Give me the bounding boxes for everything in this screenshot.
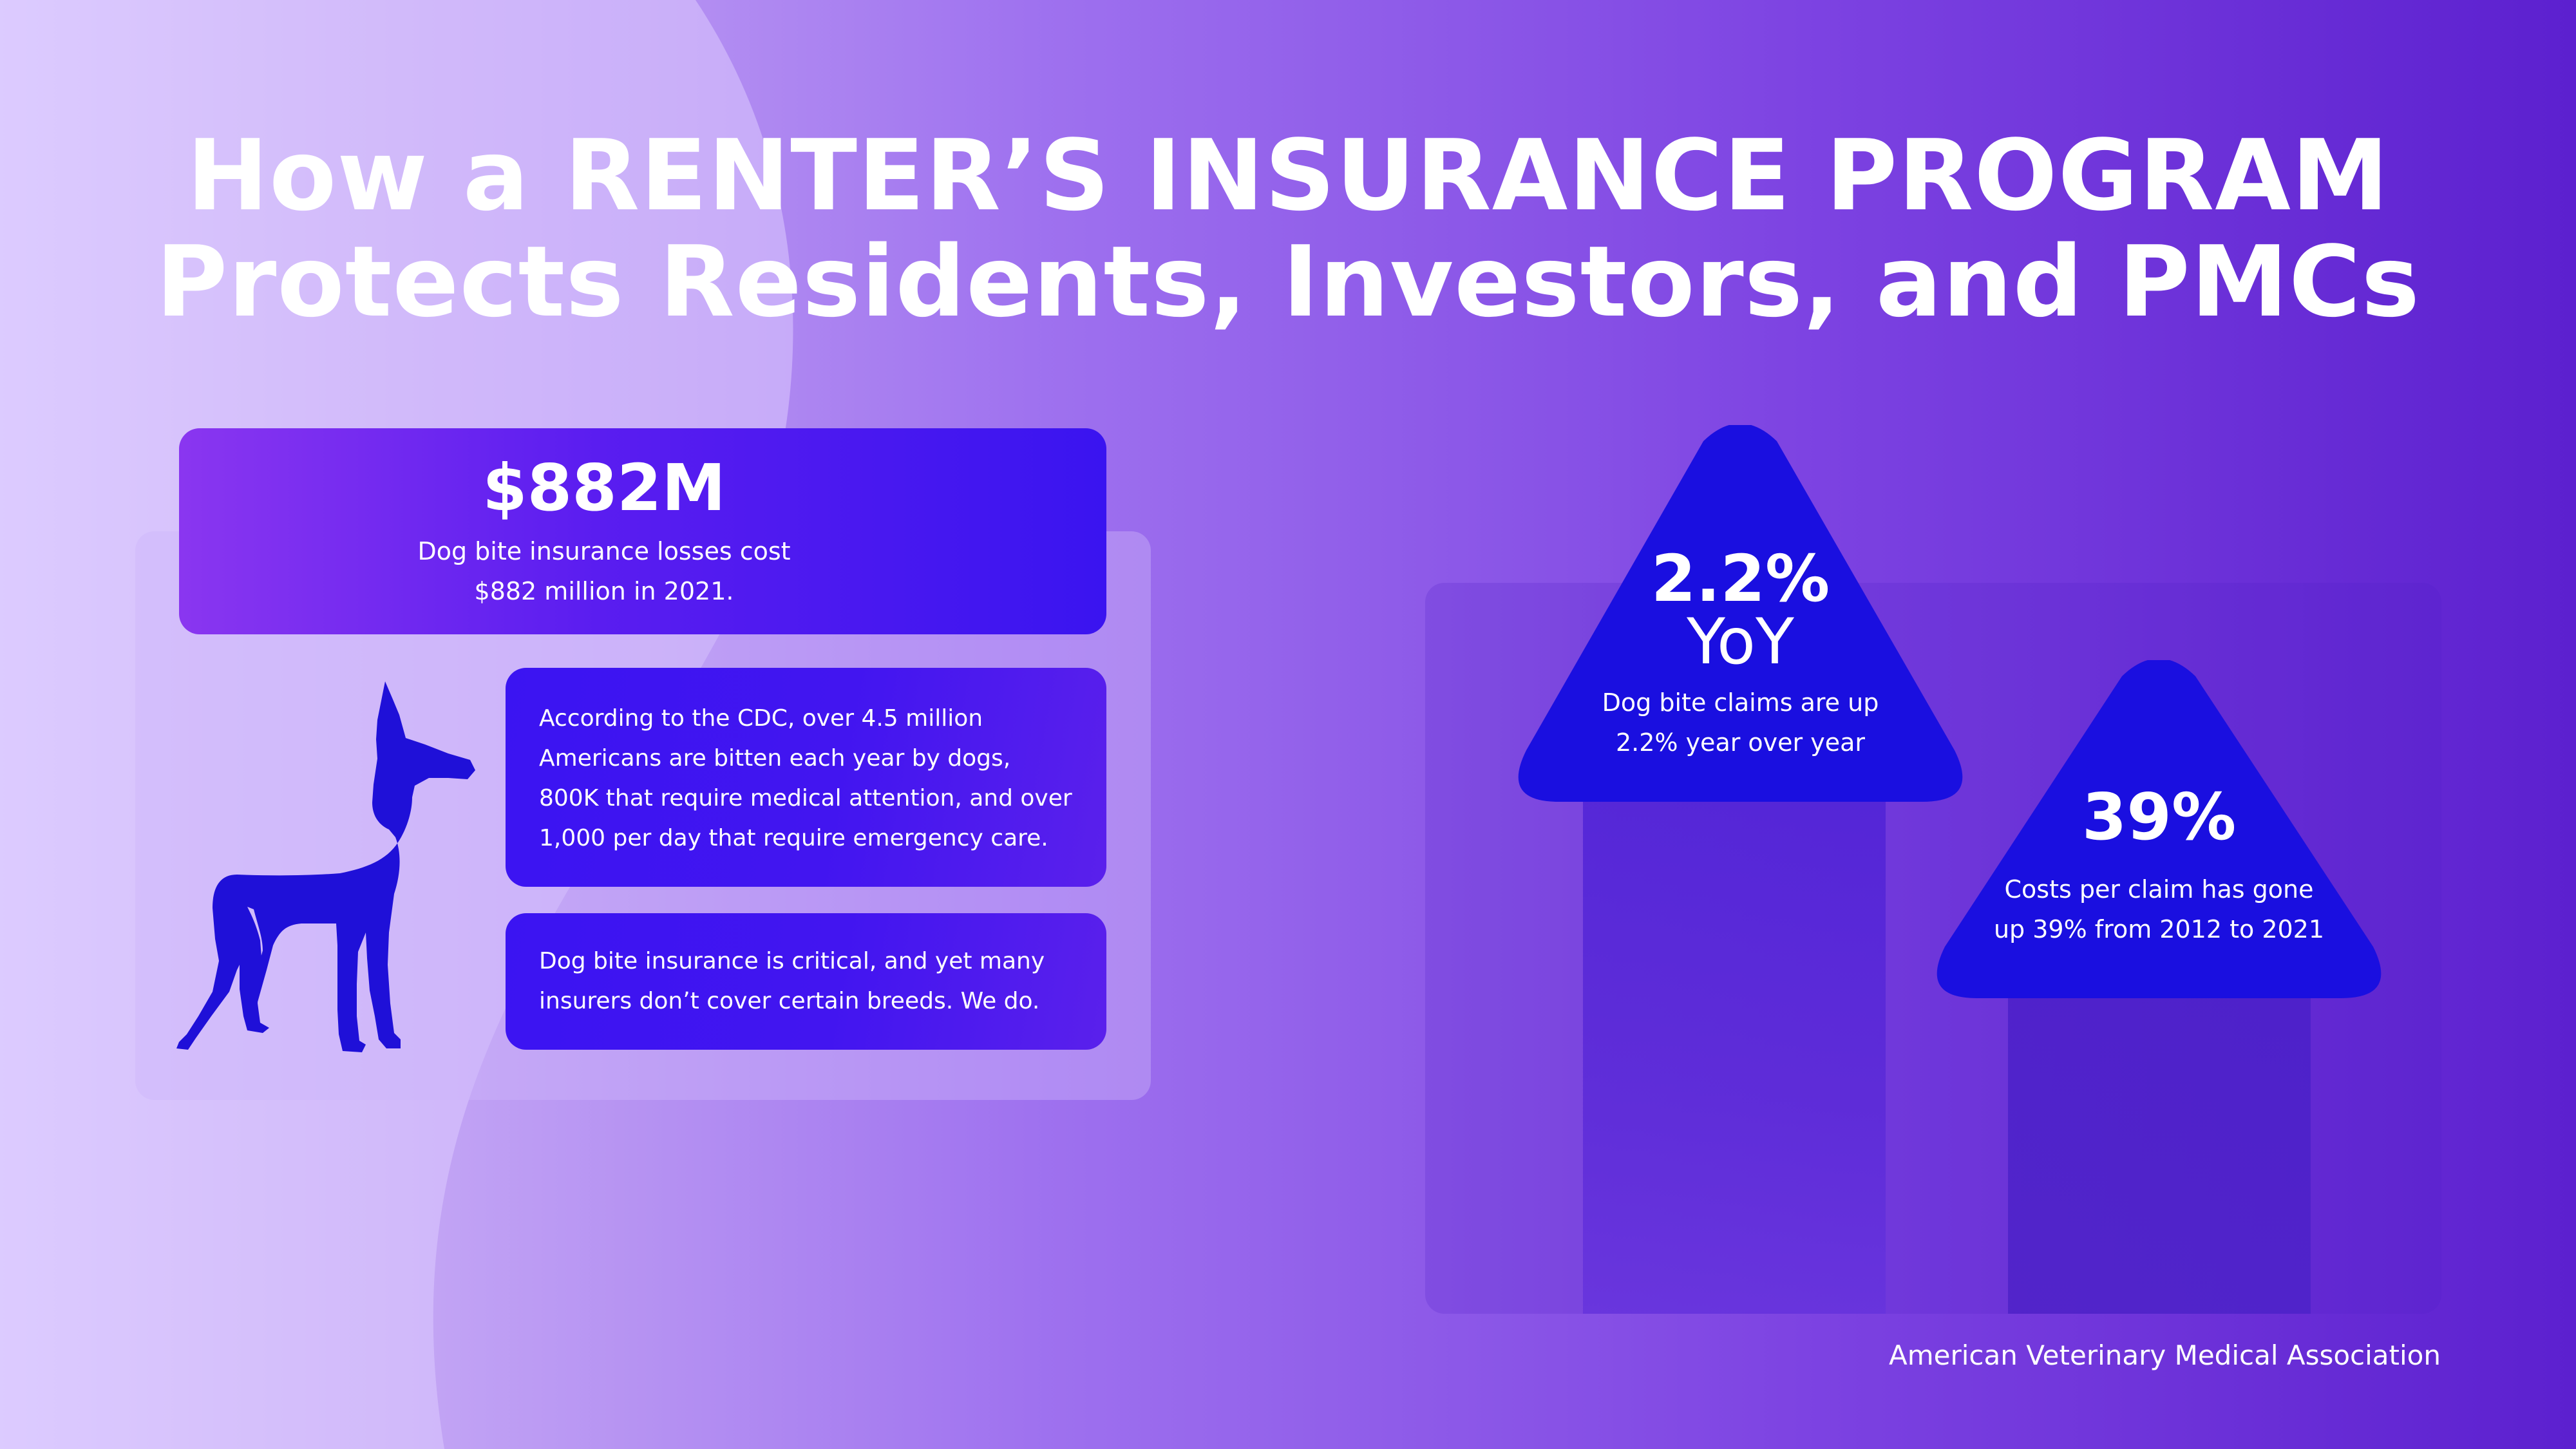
dog-silhouette-icon: [176, 681, 475, 1052]
title-line-2: Protects Residents, Investors, and PMCs: [155, 225, 2421, 339]
coverage-fact-card: Dog bite insurance is critical, and yet …: [506, 913, 1106, 1050]
claims-growth-value: 2.2% YoY: [1610, 547, 1871, 674]
page-title: How a RENTER’S INSURANCE PROGRAM Protect…: [0, 122, 2576, 335]
cdc-fact-text: According to the CDC, over 4.5 million A…: [539, 705, 1072, 851]
losses-stat-value: $882M: [482, 450, 726, 526]
cdc-fact-card: According to the CDC, over 4.5 million A…: [506, 668, 1106, 887]
claims-growth-unit: YoY: [1687, 605, 1794, 679]
title-line-1: How a RENTER’S INSURANCE PROGRAM: [186, 118, 2390, 232]
claims-growth-column: [1583, 799, 1886, 1314]
cost-up-arrow-icon: [1937, 660, 2382, 998]
losses-stat-caption: Dog bite insurance losses cost $882 mill…: [417, 537, 791, 605]
coverage-fact-text: Dog bite insurance is critical, and yet …: [539, 948, 1045, 1014]
cost-growth-value: 39%: [2029, 785, 2289, 849]
source-credit: American Veterinary Medical Association: [1888, 1340, 2441, 1371]
claims-growth-caption: Dog bite claims are up 2.2% year over ye…: [1602, 688, 1879, 757]
claims-up-arrow-icon: [1518, 425, 1963, 802]
claims-growth-percent: 2.2%: [1651, 541, 1830, 616]
cost-growth-column: [2008, 947, 2311, 1314]
cost-growth-caption: Costs per claim has gone up 39% from 201…: [1993, 875, 2325, 943]
losses-stat-card: $882M Dog bite insurance losses cost $88…: [179, 428, 1106, 634]
cost-growth-percent: 39%: [2081, 779, 2237, 855]
